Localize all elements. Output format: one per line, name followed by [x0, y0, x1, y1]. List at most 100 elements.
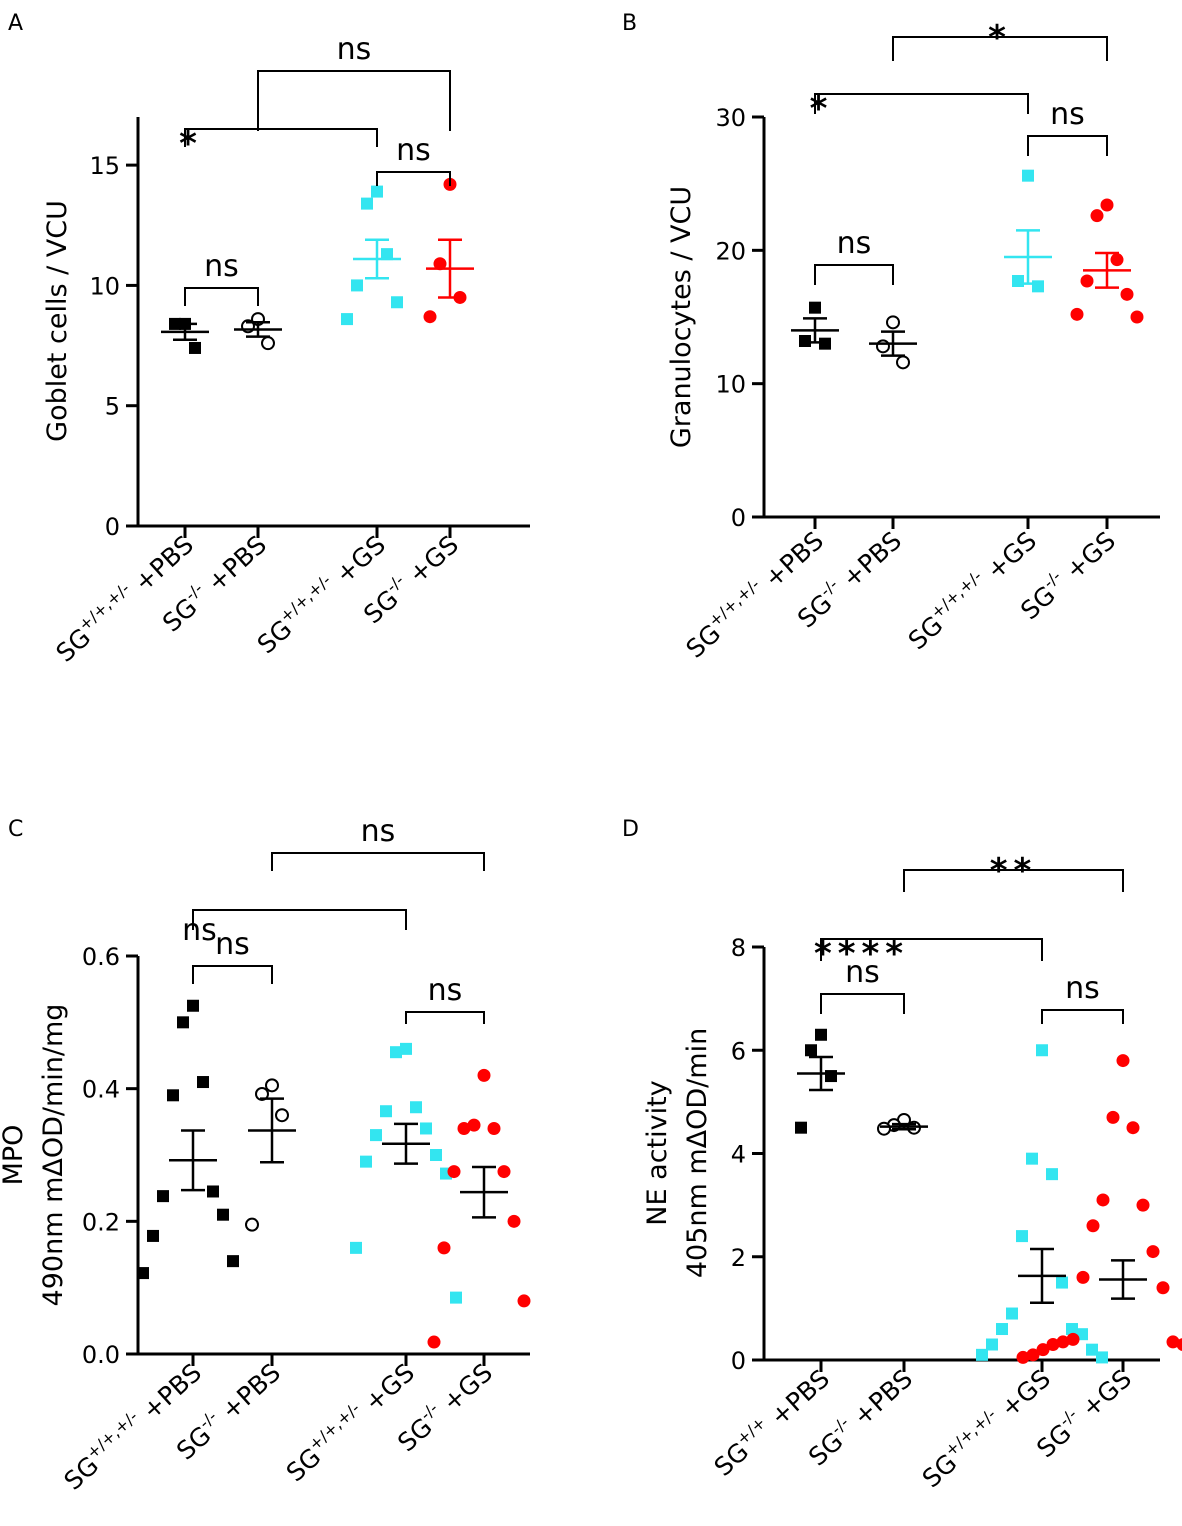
data-point — [437, 1241, 451, 1255]
data-point — [487, 1121, 501, 1135]
data-point — [351, 279, 363, 292]
data-point — [896, 355, 910, 370]
x-tick-label: SG+/+,+/- +GS — [250, 528, 391, 660]
data-point — [420, 1122, 432, 1135]
data-point — [261, 336, 275, 351]
y-tick-label: 10 — [89, 272, 120, 300]
data-point — [350, 1241, 362, 1254]
data-point — [1120, 287, 1134, 301]
y-tick-label: 0 — [731, 504, 746, 532]
data-point — [450, 1291, 462, 1304]
data-point — [1066, 1332, 1080, 1346]
data-point — [1090, 209, 1104, 223]
data-point — [1016, 1350, 1030, 1364]
significance-bracket — [376, 171, 451, 186]
significance-bracket — [271, 852, 485, 871]
data-point — [799, 335, 811, 347]
data-point — [433, 257, 447, 271]
significance-bracket — [814, 264, 894, 285]
y-tick-label: 8 — [731, 934, 746, 962]
data-point — [1100, 198, 1114, 212]
significance-bracket — [405, 1011, 485, 1024]
y-tick-label: 0.6 — [82, 943, 120, 971]
data-point — [1086, 1219, 1100, 1233]
data-point — [197, 1076, 209, 1089]
data-point — [805, 1044, 817, 1057]
panel-letter: B — [622, 11, 637, 36]
data-point — [447, 1165, 461, 1179]
y-tick-label: 0.4 — [82, 1076, 120, 1104]
data-point — [996, 1323, 1008, 1336]
data-point — [1056, 1335, 1070, 1349]
data-point — [1026, 1348, 1040, 1362]
data-point — [1026, 1152, 1038, 1165]
y-tick-label: 30 — [715, 104, 746, 132]
data-point — [477, 1068, 491, 1082]
y-axis-label: NE activity — [642, 1080, 673, 1225]
y-tick-label: 0.0 — [82, 1341, 120, 1369]
data-point — [157, 1190, 169, 1203]
data-point — [380, 1105, 392, 1118]
significance-bracket — [820, 993, 905, 1014]
significance-label: ns — [396, 133, 431, 168]
significance-label: ns — [204, 249, 239, 284]
data-point — [819, 337, 831, 350]
y-axis-label: Goblet cells / VCU — [42, 200, 73, 442]
y-tick-label: 6 — [731, 1037, 746, 1065]
data-point — [1012, 275, 1024, 287]
data-point — [1106, 1110, 1120, 1124]
data-point — [177, 1016, 189, 1029]
data-point — [1036, 1343, 1050, 1357]
data-point — [1006, 1307, 1018, 1320]
data-point — [986, 1338, 998, 1351]
y-tick-label: 20 — [715, 237, 746, 265]
significance-label: ns — [182, 913, 217, 948]
significance-label: ns — [837, 226, 872, 261]
y-tick-label: 0.2 — [82, 1208, 120, 1236]
data-point — [275, 1108, 289, 1123]
data-point — [1046, 1338, 1060, 1352]
data-point — [517, 1294, 531, 1308]
significance-label: ns — [1065, 971, 1100, 1006]
data-point — [255, 1086, 269, 1101]
panel-letter: C — [8, 817, 23, 842]
data-point — [427, 1335, 441, 1349]
data-point — [1156, 1281, 1170, 1295]
x-tick-label: SG+/+,+/- +GS — [915, 1362, 1056, 1494]
data-point — [1022, 169, 1034, 182]
data-point — [361, 197, 373, 210]
significance-bracket — [1041, 1009, 1124, 1024]
y-axis-label: Granulocytes / VCU — [666, 186, 697, 448]
data-point — [886, 315, 900, 330]
data-point — [976, 1348, 988, 1361]
data-point — [876, 339, 890, 354]
data-point — [1032, 280, 1044, 293]
data-point — [391, 296, 403, 309]
significance-bracket — [257, 70, 451, 131]
data-point — [1016, 1230, 1028, 1243]
data-point — [187, 999, 199, 1012]
data-point — [245, 1217, 259, 1232]
y-tick-label: 10 — [715, 371, 746, 399]
y-axis-label: MPO — [0, 1125, 29, 1186]
significance-bracket — [820, 938, 1043, 961]
data-point — [795, 1121, 807, 1134]
significance-label: * — [988, 18, 1012, 58]
x-tick-label: SG+/+,+/- +GS — [901, 524, 1042, 656]
x-tick-label: SG+/+,+/- +PBS — [679, 524, 829, 664]
data-point — [207, 1185, 219, 1198]
significance-label: ns — [845, 955, 880, 990]
y-axis-label-units: 490nm mΔOD/min/mg — [38, 1004, 69, 1307]
data-point — [341, 313, 353, 326]
data-point — [507, 1214, 521, 1228]
data-point — [457, 1121, 471, 1135]
significance-bracket — [1027, 135, 1108, 156]
significance-bracket — [184, 128, 378, 147]
x-tick-label: SG+/+,+/- +PBS — [57, 1356, 207, 1496]
data-point — [423, 310, 437, 324]
significance-bracket — [192, 909, 407, 930]
significance-label: * — [810, 89, 834, 129]
data-point — [370, 1129, 382, 1142]
